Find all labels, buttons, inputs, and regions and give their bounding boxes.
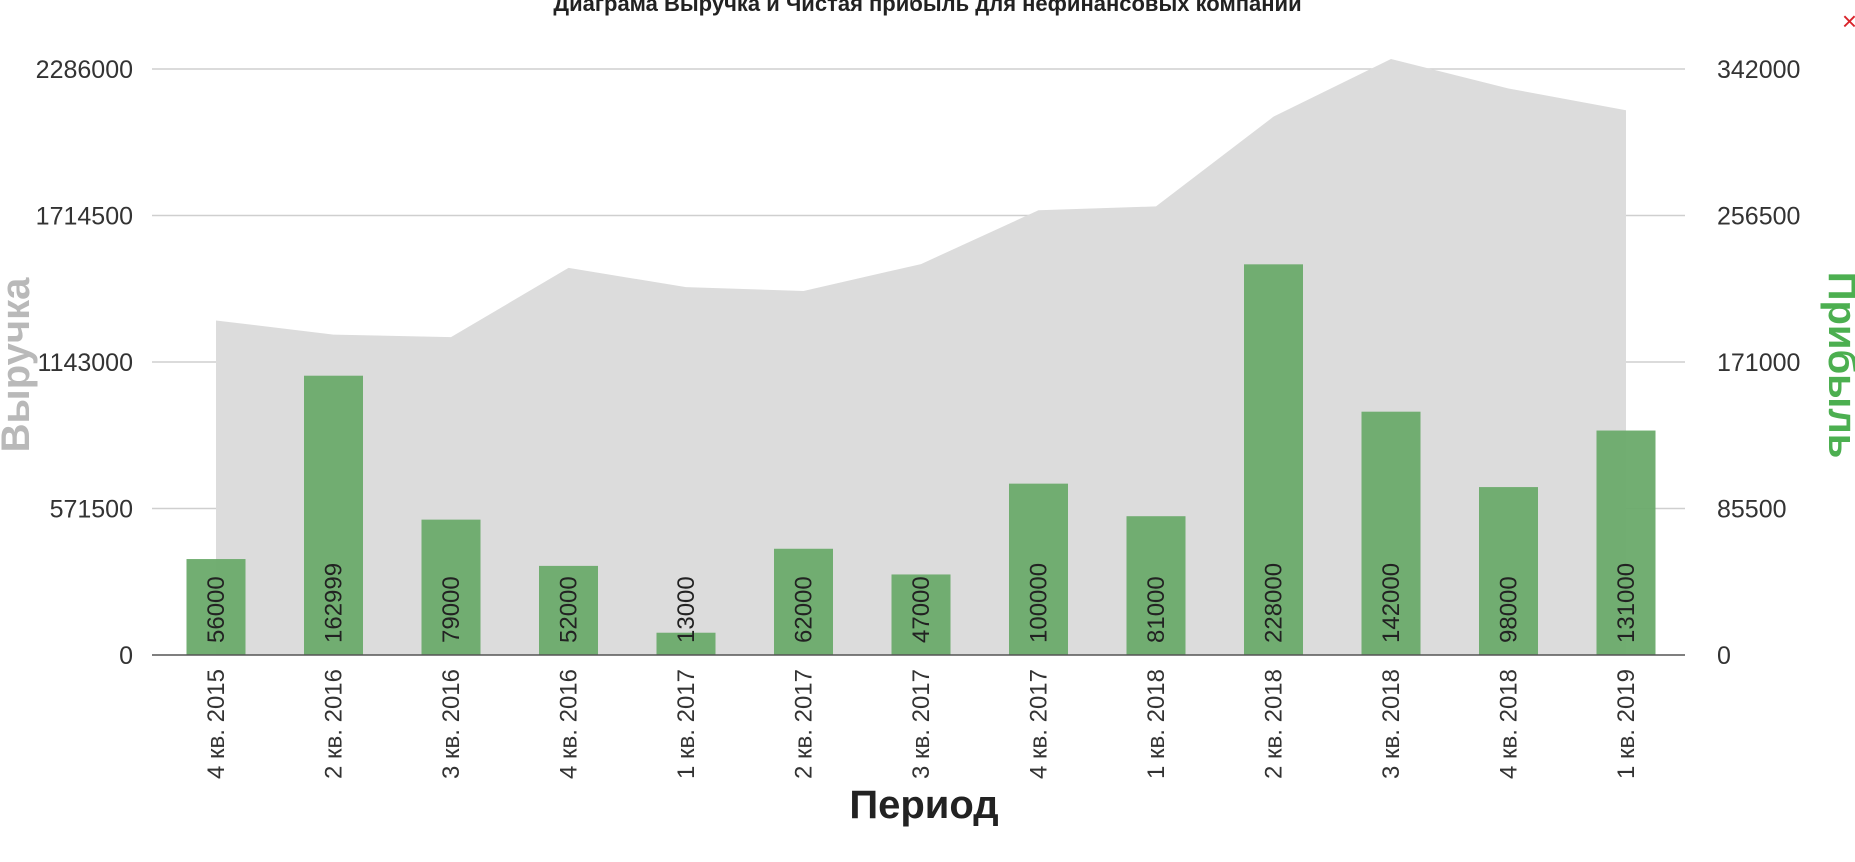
- y-right-tick-label: 171000: [1717, 349, 1800, 377]
- profit-bar: [186, 559, 246, 655]
- data-label: 13000: [673, 576, 700, 643]
- x-tick-label: 3 кв. 2017: [908, 669, 935, 779]
- x-tick-label: 4 кв. 2018: [1496, 669, 1523, 779]
- profit-bar: [774, 548, 833, 655]
- close-icon[interactable]: ×: [1841, 6, 1855, 36]
- profit-bar: [421, 519, 481, 655]
- chart-title: Диаграма Выручка и Чистая прибыль для не…: [553, 0, 1302, 16]
- x-tick-label: 1 кв. 2017: [673, 669, 700, 779]
- y-left-axis-label: Выручка: [0, 277, 38, 452]
- x-tick-label: 3 кв. 2016: [438, 669, 465, 779]
- profit-bar: [1126, 516, 1186, 655]
- y-right-tick-label: 85500: [1717, 496, 1787, 524]
- x-tick-label: 2 кв. 2016: [321, 669, 348, 779]
- data-label: 47000: [908, 576, 935, 643]
- profit-bar: [1596, 430, 1656, 655]
- y-left-tick-label: 2286000: [36, 56, 133, 84]
- y-left-tick-label: 0: [119, 642, 133, 670]
- x-axis-label: Период: [849, 783, 998, 827]
- x-tick-label: 4 кв. 2016: [556, 669, 583, 779]
- y-left-tick-label: 1143000: [38, 349, 133, 377]
- data-label: 79000: [438, 576, 465, 643]
- data-label: 52000: [556, 576, 583, 643]
- data-label: 131000: [1613, 563, 1640, 643]
- y-left-tick-label: 571500: [50, 496, 133, 524]
- x-tick-label: 3 кв. 2018: [1378, 669, 1405, 779]
- y-right-tick-label: 0: [1717, 642, 1731, 670]
- data-label: 98000: [1496, 576, 1523, 643]
- x-tick-label: 4 кв. 2017: [1026, 669, 1053, 779]
- data-label: 62000: [791, 576, 818, 643]
- profit-bar: [304, 375, 363, 655]
- x-tick-label: 2 кв. 2018: [1261, 669, 1288, 779]
- x-tick-label: 2 кв. 2017: [791, 669, 818, 779]
- data-label: 162999: [321, 563, 348, 643]
- x-tick-label: 1 кв. 2019: [1613, 669, 1640, 779]
- y-right-axis-label: Прибыль: [1820, 272, 1855, 459]
- data-label: 228000: [1261, 563, 1288, 643]
- x-tick-label: 4 кв. 2015: [203, 669, 230, 779]
- y-right-tick-label: 256500: [1717, 203, 1800, 231]
- profit-bar: [891, 574, 951, 655]
- profit-bar: [656, 632, 716, 655]
- profit-bar: [1009, 483, 1068, 655]
- y-right-tick-label: 342000: [1717, 56, 1800, 84]
- profit-bar: [1361, 411, 1421, 655]
- profit-bar: [1244, 264, 1303, 655]
- profit-bar: [1479, 487, 1538, 655]
- profit-bar: [539, 565, 598, 655]
- x-tick-label: 1 кв. 2018: [1143, 669, 1170, 779]
- y-left-tick-label: 1714500: [36, 203, 133, 231]
- data-label: 56000: [203, 576, 230, 643]
- data-label: 100000: [1026, 563, 1053, 643]
- data-label: 142000: [1378, 563, 1405, 643]
- data-label: 81000: [1143, 576, 1170, 643]
